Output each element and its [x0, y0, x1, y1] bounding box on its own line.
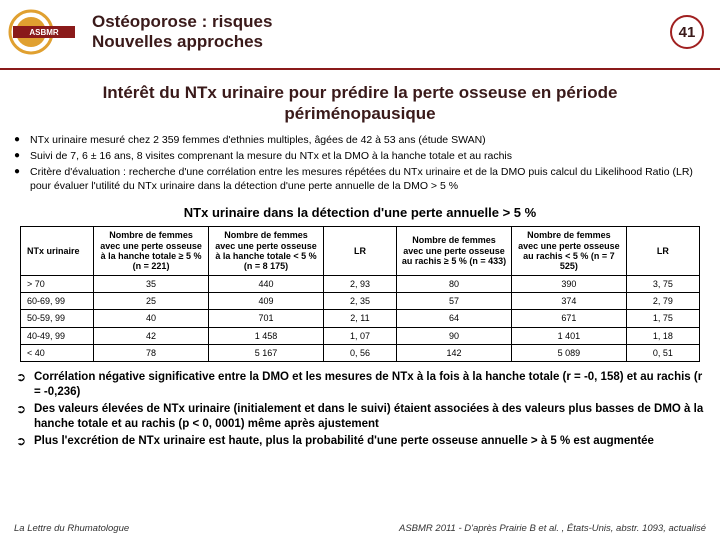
table-cell: 25: [94, 292, 209, 309]
table-cell: 5 089: [511, 344, 626, 361]
table-header-row: NTx urinaire Nombre de femmes avec une p…: [21, 227, 700, 275]
col-header: LR: [323, 227, 396, 275]
asbmr-logo: ASBMR: [8, 8, 80, 56]
table-cell: 142: [397, 344, 512, 361]
arrow-item: Corrélation négative significative entre…: [34, 370, 704, 400]
table-cell: 57: [397, 292, 512, 309]
table-cell: 50-59, 99: [21, 310, 94, 327]
page-number: 41: [679, 24, 696, 41]
main-title: Intérêt du NTx urinaire pour prédire la …: [0, 70, 720, 133]
table-cell: 60-69, 99: [21, 292, 94, 309]
conclusion-arrows: Corrélation négative significative entre…: [0, 370, 720, 449]
table-title: NTx urinaire dans la détection d'une per…: [0, 201, 720, 226]
table-cell: 390: [511, 275, 626, 292]
table-cell: 1 458: [209, 327, 324, 344]
table-row: 40-49, 99421 4581, 07901 4011, 18: [21, 327, 700, 344]
col-header: Nombre de femmes avec une perte osseuse …: [511, 227, 626, 275]
table-cell: 1, 07: [323, 327, 396, 344]
col-header: Nombre de femmes avec une perte osseuse …: [397, 227, 512, 275]
table-row: < 40785 1670, 561425 0890, 51: [21, 344, 700, 361]
col-header: LR: [626, 227, 699, 275]
table-cell: 5 167: [209, 344, 324, 361]
slide-footer: La Lettre du Rhumatologue ASBMR 2011 - D…: [0, 523, 720, 534]
table-cell: 2, 79: [626, 292, 699, 309]
table-cell: 64: [397, 310, 512, 327]
table-cell: 1 401: [511, 327, 626, 344]
slide-header: ASBMR Ostéoporose : risques Nouvelles ap…: [0, 0, 720, 70]
col-header: Nombre de femmes avec une perte osseuse …: [94, 227, 209, 275]
bullet-item: Suivi de 7, 6 ± 16 ans, 8 visites compre…: [30, 149, 706, 163]
header-title-line1: Ostéoporose : risques: [92, 12, 272, 31]
table-cell: 2, 35: [323, 292, 396, 309]
footer-right: ASBMR 2011 - D'après Prairie B et al. , …: [399, 523, 706, 534]
table-cell: 78: [94, 344, 209, 361]
table-cell: 701: [209, 310, 324, 327]
arrow-item: Plus l'excrétion de NTx urinaire est hau…: [34, 434, 704, 449]
table-cell: 0, 51: [626, 344, 699, 361]
table-body: > 70354402, 93803903, 7560-69, 99254092,…: [21, 275, 700, 362]
table-cell: > 70: [21, 275, 94, 292]
intro-bullets: NTx urinaire mesuré chez 2 359 femmes d'…: [0, 133, 720, 202]
table-row: 60-69, 99254092, 35573742, 79: [21, 292, 700, 309]
col-header: Nombre de femmes avec une perte osseuse …: [209, 227, 324, 275]
logo-text: ASBMR: [29, 28, 59, 37]
table-row: > 70354402, 93803903, 75: [21, 275, 700, 292]
table-cell: 3, 75: [626, 275, 699, 292]
footer-left: La Lettre du Rhumatologue: [14, 523, 129, 534]
header-title: Ostéoporose : risques Nouvelles approche…: [92, 12, 670, 53]
page-number-badge: 41: [670, 15, 704, 49]
table-cell: 440: [209, 275, 324, 292]
table-cell: 2, 93: [323, 275, 396, 292]
table-cell: 80: [397, 275, 512, 292]
table-cell: 1, 18: [626, 327, 699, 344]
table-cell: 409: [209, 292, 324, 309]
table-cell: 0, 56: [323, 344, 396, 361]
table-cell: 90: [397, 327, 512, 344]
arrow-item: Des valeurs élevées de NTx urinaire (ini…: [34, 402, 704, 432]
data-table: NTx urinaire Nombre de femmes avec une p…: [20, 226, 700, 362]
table-cell: 374: [511, 292, 626, 309]
bullet-item: NTx urinaire mesuré chez 2 359 femmes d'…: [30, 133, 706, 147]
bullet-item: Critère d'évaluation : recherche d'une c…: [30, 165, 706, 193]
col-header: NTx urinaire: [21, 227, 94, 275]
header-title-line2: Nouvelles approches: [92, 32, 263, 51]
table-cell: < 40: [21, 344, 94, 361]
table-cell: 1, 75: [626, 310, 699, 327]
table-cell: 2, 11: [323, 310, 396, 327]
table-cell: 35: [94, 275, 209, 292]
table-cell: 40-49, 99: [21, 327, 94, 344]
table-row: 50-59, 99407012, 11646711, 75: [21, 310, 700, 327]
table-cell: 671: [511, 310, 626, 327]
table-cell: 40: [94, 310, 209, 327]
table-cell: 42: [94, 327, 209, 344]
